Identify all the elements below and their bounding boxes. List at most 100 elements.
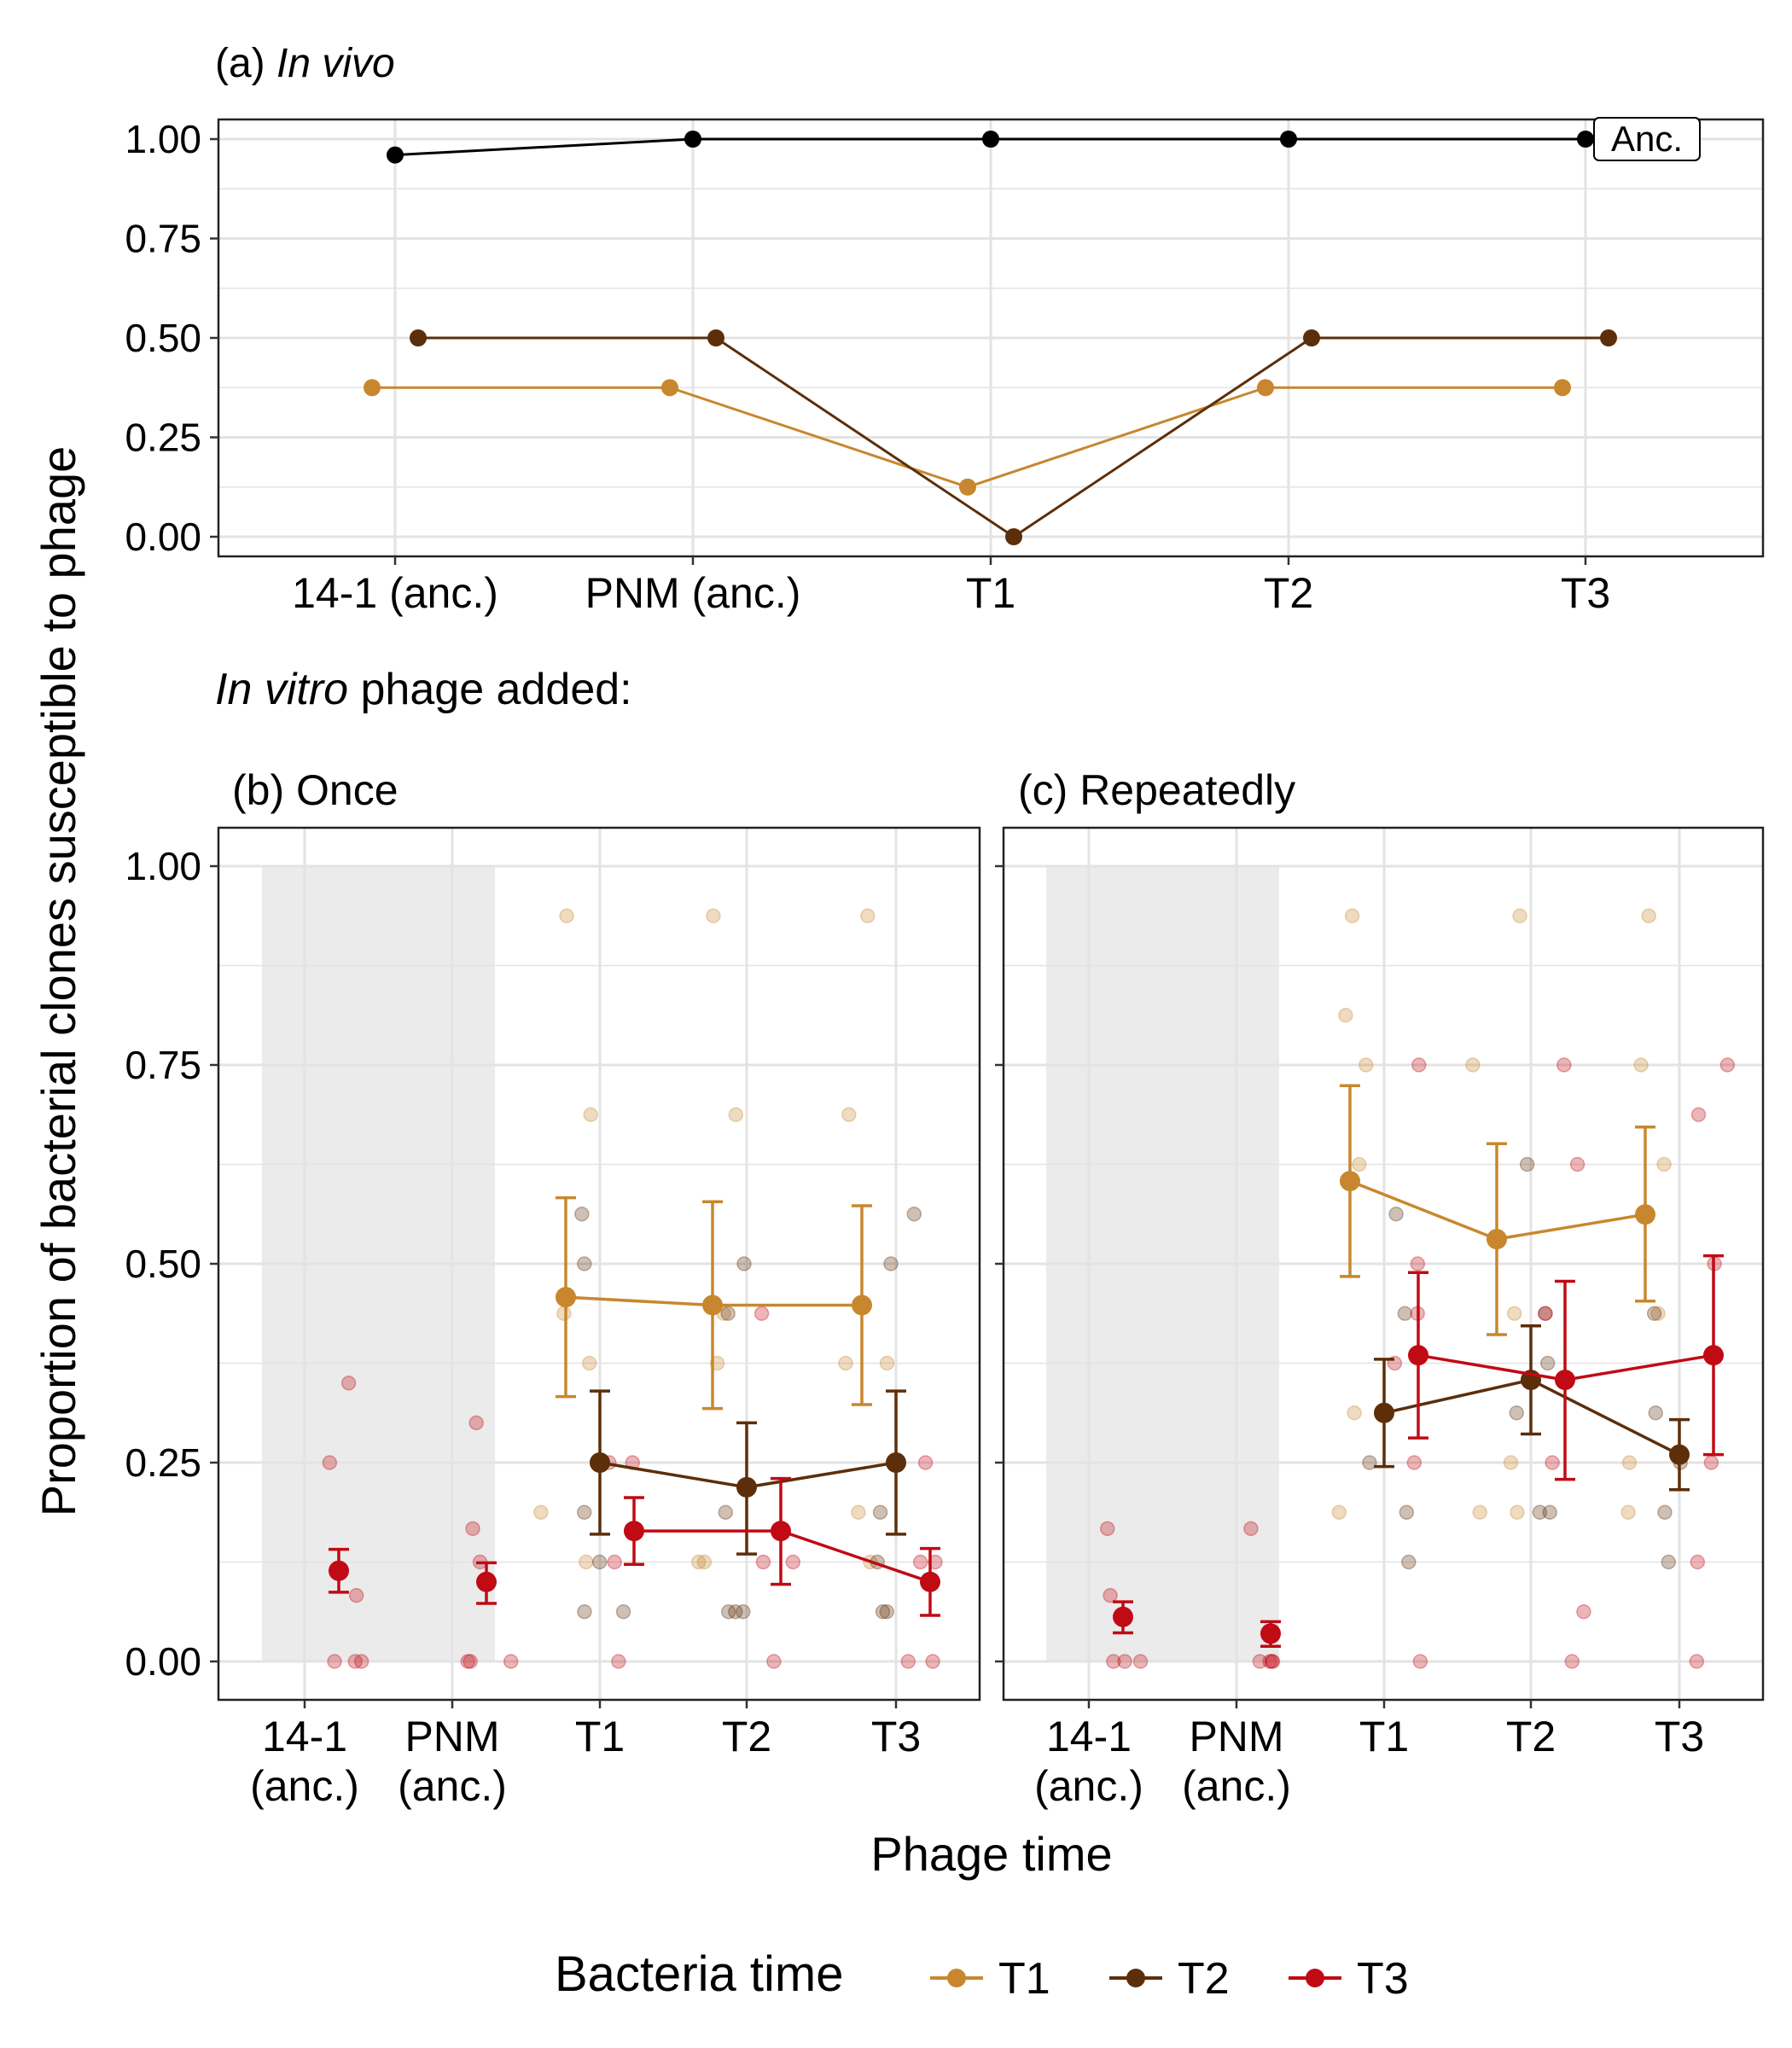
panel-c-raw-point-T1	[1620, 1504, 1636, 1520]
panel-c-mean-point-T3	[1703, 1345, 1724, 1366]
panel-a-plot: 14-1 (anc.) PNM (anc.) T1 T2 T3 0.00 0.25 0.50 0…	[125, 117, 1765, 617]
panel-a-point-T2	[707, 329, 724, 346]
panel-a-point-anc	[1280, 131, 1297, 148]
panel-b-x-tick-label: PNM (anc.)	[398, 1713, 507, 1810]
x-axis-label: Phage time	[870, 1827, 1112, 1881]
panel-c-raw-point-T1	[1472, 1504, 1487, 1520]
legend-key-point-t3	[1306, 1969, 1324, 1987]
panel-b-raw-point-T3	[327, 1654, 342, 1669]
panel-c-raw-point-T2	[1542, 1504, 1557, 1520]
panel-c-raw-point-T2	[1539, 1355, 1556, 1371]
panel-a-y-tick-label: 0.50	[125, 316, 201, 360]
panel-c-raw-point-T3	[1412, 1654, 1428, 1669]
panel-b-raw-point-T1	[559, 908, 574, 923]
panel-a-title: (a) In vivo	[215, 41, 395, 86]
panel-c-raw-point-T1	[1641, 908, 1656, 923]
panel-c-raw-point-T3	[1406, 1455, 1423, 1470]
panel-b-raw-point-T1	[860, 908, 876, 923]
legend-label-t2: T2	[1178, 1954, 1230, 2004]
legend: Bacteria time T1 T2 T3	[555, 1946, 1409, 2004]
panel-c-raw-point-T1	[1512, 908, 1527, 923]
panel-a-y-tick-label: 0.25	[125, 416, 201, 460]
panel-c-raw-point-T1	[1650, 1306, 1666, 1321]
panel-c-raw-point-T3	[1719, 1057, 1736, 1073]
panel-c-raw-point-T1	[1656, 1156, 1672, 1172]
panel-a-y-tick-label: 0.00	[125, 515, 201, 559]
panel-b-title: (b) Once	[232, 766, 399, 814]
panel-c-raw-point-T1	[1338, 1008, 1353, 1023]
panel-c-raw-point-T3	[1106, 1654, 1121, 1669]
panel-b-raw-point-T3	[755, 1554, 771, 1570]
panel-b-raw-point-T1	[879, 1355, 895, 1371]
panel-c-raw-point-T3	[1265, 1654, 1281, 1669]
panel-c-raw-point-T2	[1399, 1504, 1415, 1520]
panel-c-raw-point-T3	[1132, 1654, 1149, 1669]
panel-b-raw-point-T3	[925, 1654, 940, 1669]
panel-b-raw-point-T1	[556, 1306, 572, 1321]
panel-b-raw-point-T3	[463, 1654, 478, 1669]
panel-b-raw-point-T2	[736, 1604, 751, 1620]
panel-c-mean-point-T3	[1260, 1623, 1281, 1644]
in-vitro-heading-italic: In vitro	[215, 665, 348, 714]
panel-c-raw-point-T1	[1510, 1504, 1525, 1520]
panel-c-raw-point-T2	[1509, 1405, 1524, 1421]
panel-a-point-T1	[661, 379, 678, 397]
panel-a-point-T2	[1600, 329, 1617, 346]
panel-b-raw-point-T2	[720, 1306, 736, 1321]
panel-a-point-T1	[364, 379, 381, 397]
panel-b-raw-point-T3	[785, 1554, 801, 1570]
panel-c-raw-point-T1	[1465, 1057, 1481, 1073]
panel-a-title-prefix: (a)	[215, 41, 276, 86]
panel-a-point-T1	[959, 478, 976, 496]
panel-b-raw-point-T3	[503, 1654, 519, 1669]
panel-a-point-T2	[410, 329, 427, 346]
panel-b-y-tick-label: 1.00	[125, 844, 201, 888]
panel-b-y-tick-label: 0.50	[125, 1242, 201, 1286]
panel-b-raw-point-T1	[583, 1107, 599, 1122]
legend-title: Bacteria time	[555, 1946, 843, 2002]
panel-c-x-tick-label: 14-1 (anc.)	[1034, 1713, 1143, 1810]
panel-b-raw-point-T3	[460, 1654, 476, 1669]
panel-b-y-tick-label: 0.25	[125, 1440, 201, 1485]
panel-b-raw-point-T1	[696, 1554, 713, 1570]
panel-a-point-T1	[1257, 379, 1274, 397]
panel-b-raw-point-T3	[611, 1654, 626, 1669]
panel-b-raw-point-T2	[574, 1207, 590, 1222]
panel-b-raw-point-T3	[348, 1587, 364, 1603]
panel-c-mean-point-T1	[1635, 1204, 1655, 1225]
panel-b-raw-point-T1	[851, 1504, 866, 1520]
panel-b-mean-point-T2	[886, 1452, 906, 1473]
panel-a-end-label: Anc.	[1593, 117, 1701, 161]
panel-c-raw-point-T2	[1362, 1455, 1377, 1470]
panel-a-x-tick-label: T1	[966, 569, 1015, 617]
panel-c-raw-point-T1	[1358, 1057, 1374, 1073]
panel-c-raw-point-T3	[1545, 1455, 1560, 1470]
panel-b-mean-point-T1	[556, 1287, 576, 1308]
panel-c-x-tick-label: PNM (anc.)	[1182, 1713, 1291, 1810]
panel-c-mean-point-T3	[1113, 1606, 1133, 1627]
panel-b-raw-point-T2	[728, 1604, 743, 1620]
panel-c-raw-point-T2	[1661, 1554, 1677, 1570]
panel-b-raw-point-T1	[841, 1107, 857, 1122]
in-vitro-heading: In vitro phage added:	[215, 665, 632, 714]
panel-b-raw-point-T3	[766, 1654, 782, 1669]
panel-c-x-tick-label: T3	[1655, 1713, 1704, 1760]
panel-a-x-tick-label: T3	[1561, 569, 1610, 617]
panel-a-title-italic: In vivo	[276, 41, 395, 86]
panel-a-point-anc	[982, 131, 999, 148]
panel-c-raw-point-T3	[1100, 1521, 1115, 1537]
panel-c-raw-point-T2	[1648, 1405, 1663, 1421]
panel-b-mean-point-T1	[852, 1295, 872, 1316]
panel-b-raw-point-T3	[607, 1554, 622, 1570]
panel-c-raw-point-T1	[1331, 1504, 1347, 1520]
panel-b-raw-point-T2	[718, 1504, 734, 1520]
panel-b-raw-point-T2	[879, 1604, 894, 1620]
panel-c-raw-point-T1	[1351, 1156, 1367, 1172]
panel-b-raw-point-T1	[581, 1355, 597, 1371]
panel-c-raw-point-T1	[1344, 908, 1360, 923]
y-axis-label: Proportion of bacterial clones susceptib…	[32, 446, 85, 1517]
panel-c-x-tick-label: T1	[1359, 1713, 1409, 1760]
panel-c-x-tick-label: T2	[1506, 1713, 1556, 1760]
panel-c-mean-point-T3	[1555, 1370, 1575, 1391]
